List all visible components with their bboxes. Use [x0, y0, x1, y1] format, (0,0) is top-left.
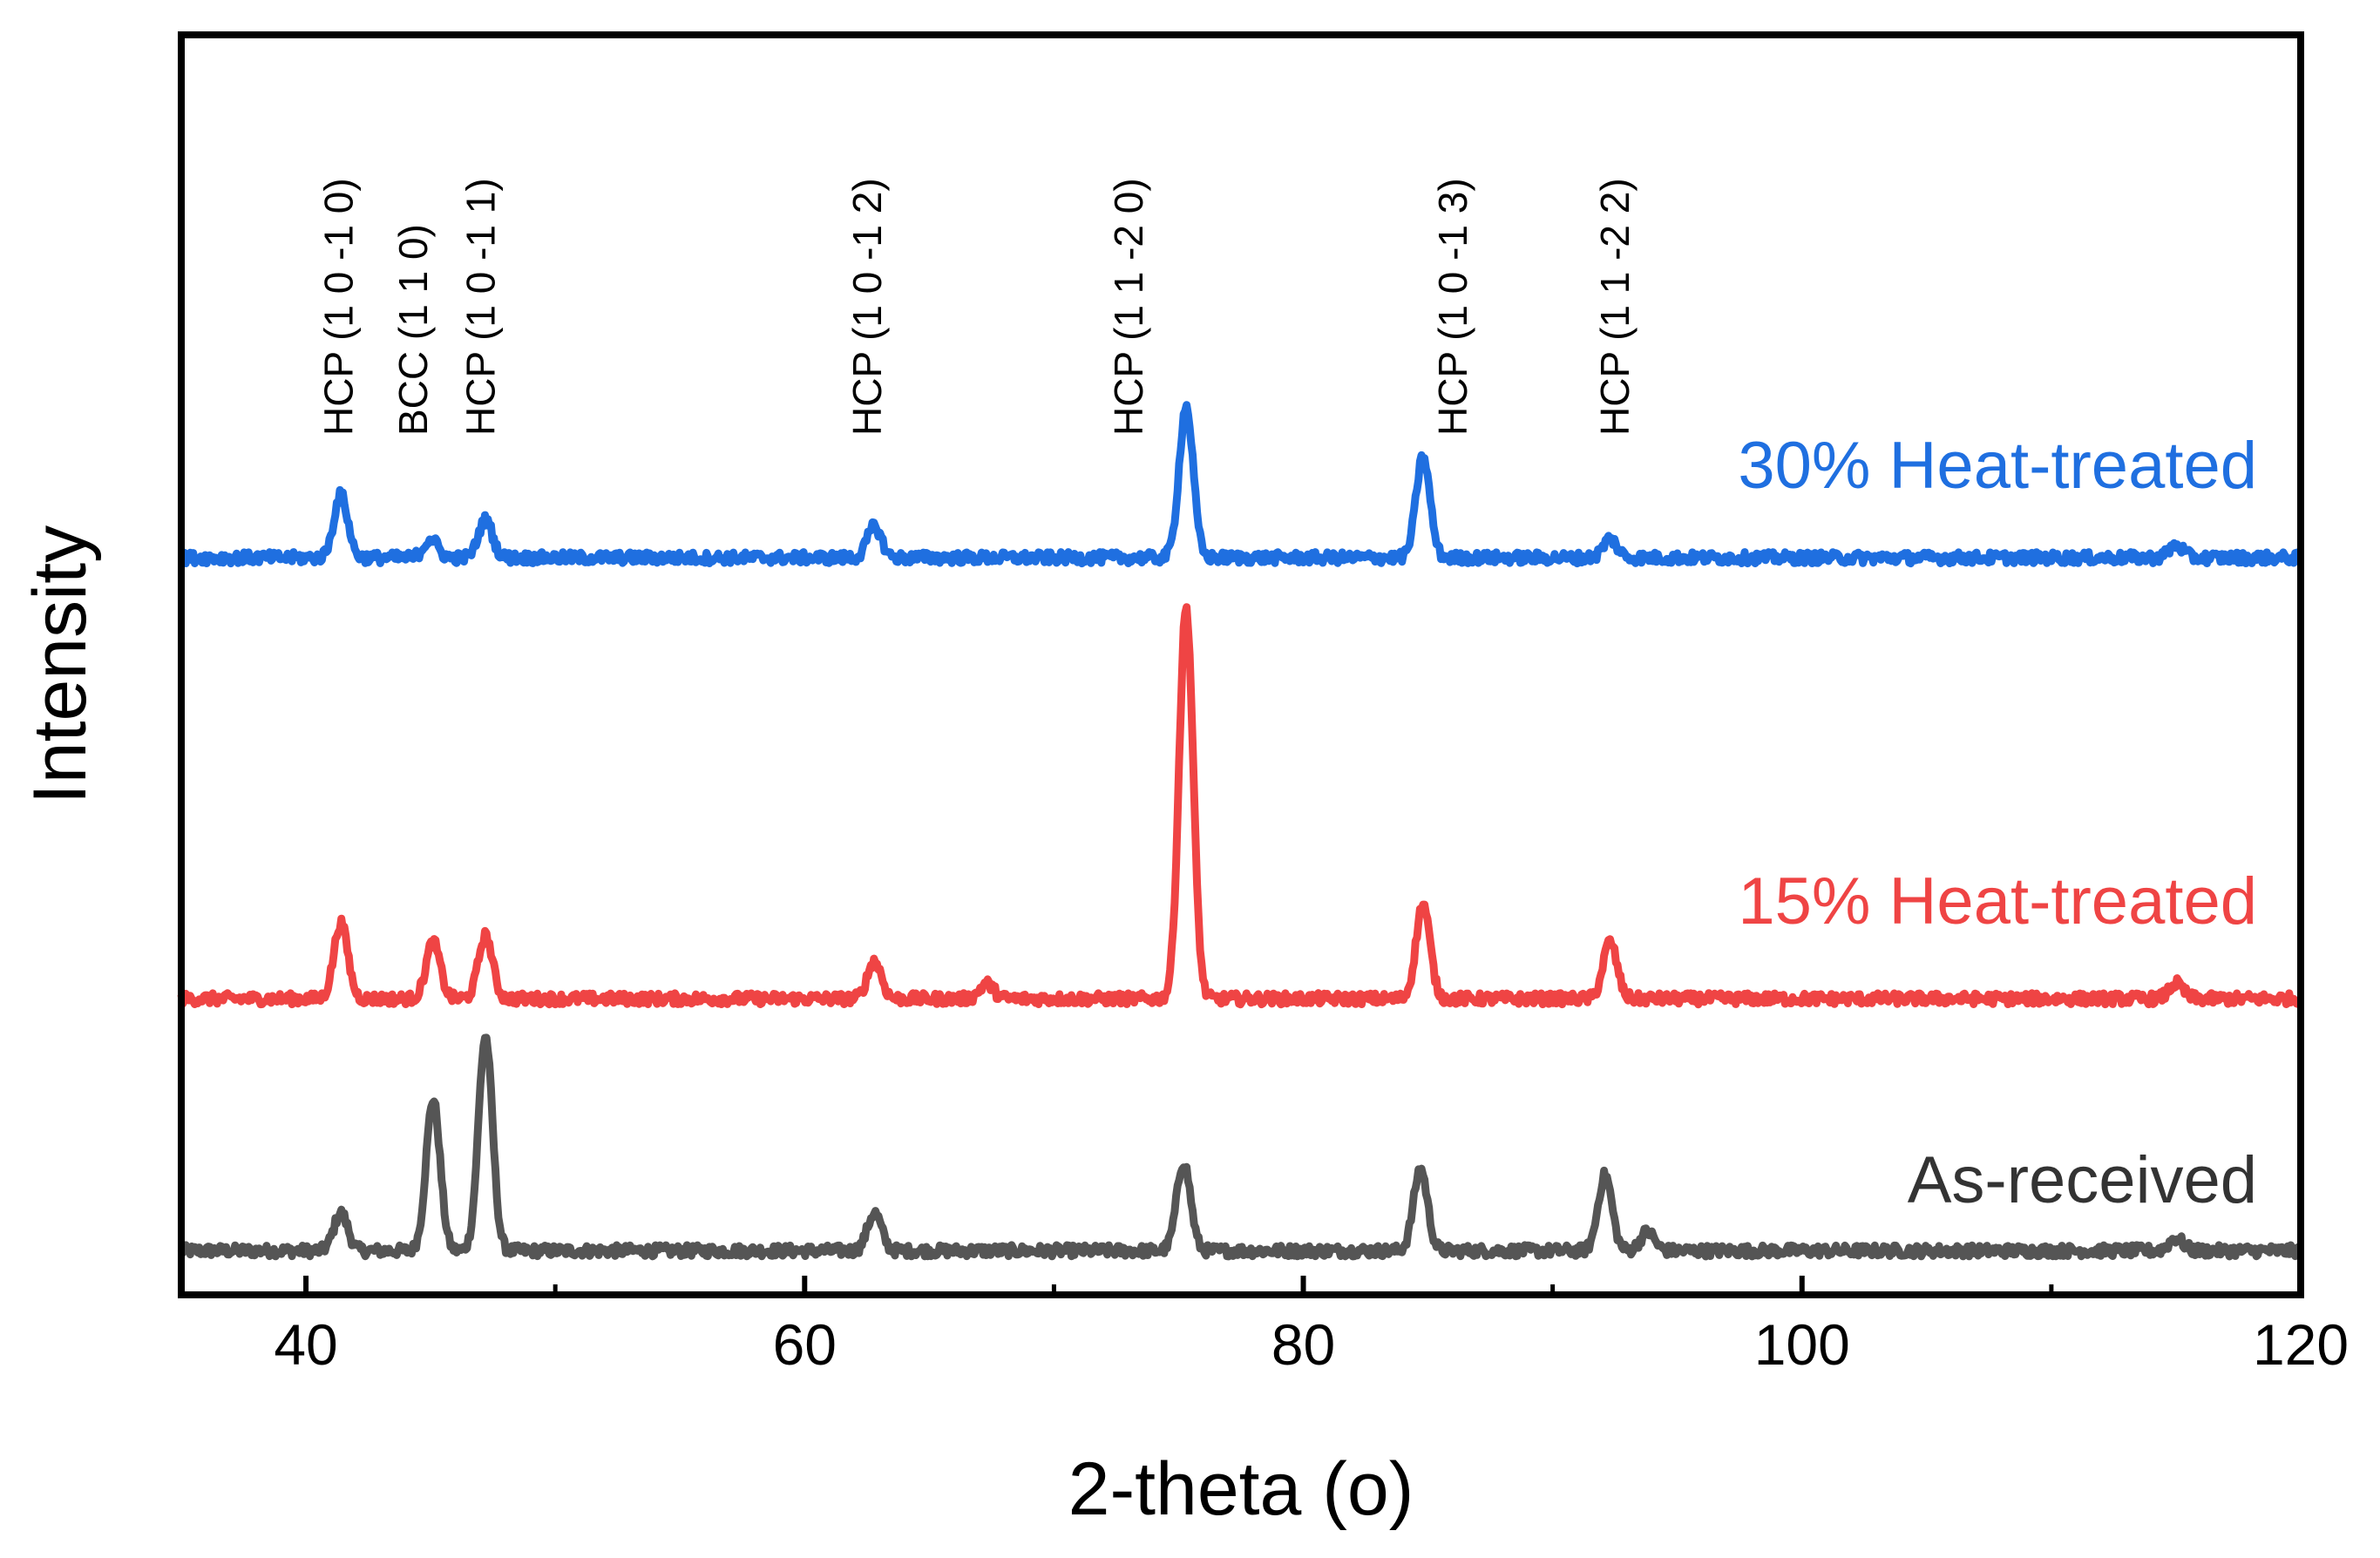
peak-label: HCP (1 0 -1 0) — [315, 178, 361, 436]
peak-label: HCP (1 1 -2 0) — [1106, 178, 1151, 436]
x-tick-label: 80 — [1271, 1312, 1335, 1377]
peak-label: HCP (1 0 -1 3) — [1430, 178, 1475, 436]
peak-labels: HCP (1 0 -1 0) BCC (1 1 0) HCP (1 0 -1 1) H… — [315, 178, 1638, 436]
series-line-30-heat-treated — [179, 401, 2304, 568]
y-axis-title: Intensity — [18, 525, 102, 804]
series-layer — [177, 401, 2304, 1261]
peak-label: HCP (1 0 -1 2) — [844, 178, 890, 436]
series-line-as-received — [177, 1033, 2304, 1261]
x-tick-label: 60 — [773, 1312, 837, 1377]
plot-frame — [178, 31, 2304, 1298]
x-tick-label: 120 — [2253, 1312, 2349, 1377]
series-labels: As-received 15% Heat-treated 30% Heat-trea… — [1738, 429, 2257, 1217]
x-tick-label: 100 — [1754, 1312, 1850, 1377]
series-label: As-received — [1908, 1143, 2257, 1217]
series-line-15-heat-treated — [177, 603, 2304, 1009]
series-label: 15% Heat-treated — [1738, 864, 2257, 938]
series-label: 30% Heat-treated — [1738, 429, 2257, 503]
peak-label: HCP (1 1 -2 2) — [1592, 178, 1638, 436]
x-axis-title: 2-theta (o) — [1068, 1447, 1414, 1531]
peak-label: BCC (1 1 0) — [390, 224, 436, 436]
x-axis-ticks: 40 60 80 100 120 — [274, 1276, 2349, 1377]
x-tick-label: 40 — [274, 1312, 337, 1377]
peak-label: HCP (1 0 -1 1) — [458, 178, 503, 436]
